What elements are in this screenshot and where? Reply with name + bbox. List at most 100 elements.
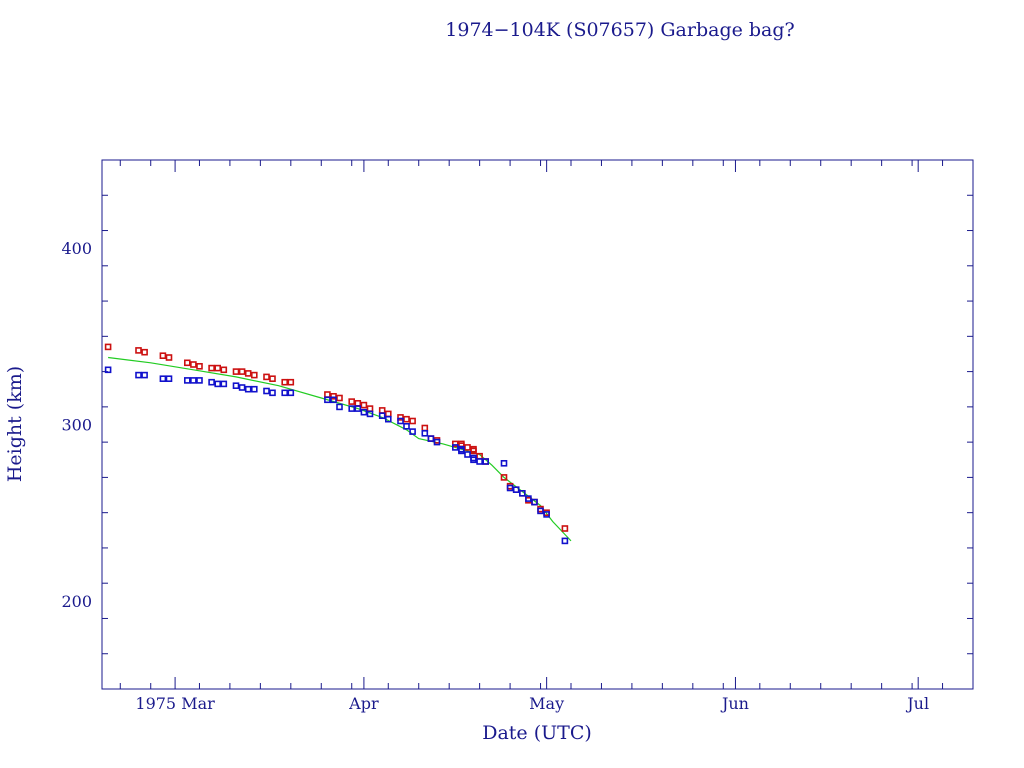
x-axis-label: Date (UTC) [482, 722, 592, 744]
apogee-point [159, 352, 167, 360]
plot-frame [101, 159, 974, 690]
x-tick-label: Jul [905, 694, 929, 713]
perigee-point [348, 405, 356, 412]
apogee-point [141, 348, 148, 356]
apogee-point [561, 525, 569, 532]
apogee-point [476, 452, 483, 460]
apogee-point [330, 392, 337, 400]
perigee-point [476, 458, 483, 465]
y-tick-labels: 200 300 400 [61, 239, 92, 611]
perigee-point [464, 451, 471, 458]
perigee-point [214, 380, 221, 388]
x-tick-label: May [529, 694, 564, 713]
perigee-point [537, 507, 544, 515]
apogee-point [470, 447, 477, 455]
apogee-point [244, 370, 252, 377]
perigee-point [458, 447, 465, 455]
perigee-point [470, 456, 477, 464]
perigee-point [397, 417, 404, 425]
perigee-point [159, 375, 167, 383]
apogee-point [378, 407, 386, 414]
perigee-point [512, 486, 520, 494]
apogee-point [360, 401, 368, 409]
apogee-point [287, 378, 295, 386]
perigee-point [165, 375, 173, 383]
perigee-point [184, 377, 191, 384]
apogee-point [220, 366, 228, 374]
perigee-point [409, 428, 416, 435]
apogee-point [384, 410, 392, 418]
apogee-point [104, 343, 112, 351]
apogee-point [165, 354, 173, 361]
perigee-point [354, 405, 362, 412]
perigee-point [384, 415, 392, 423]
y-tick-label: 400 [61, 239, 92, 258]
apogee-point [451, 440, 459, 448]
perigee-point [366, 410, 374, 418]
apogee-point [354, 399, 362, 407]
apogee-point [409, 417, 416, 425]
apogee-point [281, 378, 289, 386]
perigee-point [263, 387, 270, 395]
apogee-point [251, 371, 258, 379]
apogee-point [366, 405, 374, 412]
perigee-point [506, 484, 514, 492]
perigee-point [451, 444, 459, 451]
perigee-point [281, 389, 289, 397]
apogee-point [324, 391, 331, 398]
perigee-point [330, 396, 337, 404]
x-tick-label: Apr [348, 694, 379, 713]
perigee-point [500, 459, 508, 467]
mean-height-line [108, 356, 572, 542]
apogee-point [263, 373, 270, 381]
perigee-point [244, 385, 252, 393]
apogee-point [348, 398, 356, 405]
chart-title: 1974−104K (S07657) Garbage bag? [445, 19, 794, 41]
x-tick-label: Jun [720, 694, 749, 713]
perigee-point [287, 389, 295, 397]
apogee-point [238, 368, 246, 375]
y-tick-label: 200 [61, 592, 92, 611]
perigee-point [135, 371, 142, 379]
x-tick-labels: 1975 Mar Apr May Jun Jul [135, 694, 929, 713]
mean-line-layer [108, 356, 572, 542]
perigee-point [232, 382, 240, 390]
perigee-point [238, 384, 246, 391]
perigee-point [518, 489, 526, 497]
perigee-point [196, 377, 203, 384]
y-axis-label: Height (km) [4, 366, 26, 482]
apogee-point [184, 359, 191, 367]
x-tick-label: 1975 Mar [135, 694, 215, 713]
y-tick-label: 300 [61, 416, 92, 435]
perigee-point [104, 366, 112, 374]
apogee-point [500, 474, 508, 481]
perigee-point [251, 385, 258, 393]
perigee-point [220, 380, 228, 388]
apogee-point [336, 394, 343, 402]
apogee-point [397, 414, 404, 421]
points-layer [104, 343, 569, 545]
perigee-point [525, 495, 532, 502]
perigee-point [360, 408, 368, 416]
apogee-point [135, 347, 142, 354]
perigee-point [269, 389, 276, 397]
perigee-point [190, 377, 197, 384]
perigee-point [208, 378, 215, 386]
perigee-point [531, 498, 538, 506]
perigee-point [433, 438, 441, 446]
apogee-point [190, 361, 197, 368]
apogee-point [208, 364, 215, 372]
apogee-point [269, 375, 276, 383]
ticks-layer [102, 159, 974, 690]
perigee-point [378, 412, 386, 420]
perigee-point [141, 371, 148, 379]
apogee-point [421, 424, 429, 432]
apogee-point [464, 444, 471, 451]
perigee-point [543, 511, 550, 518]
perigee-point [403, 422, 410, 430]
perigee-point [324, 396, 331, 404]
apogee-point [196, 362, 203, 370]
perigee-point [427, 435, 435, 442]
apogee-point [232, 368, 240, 375]
